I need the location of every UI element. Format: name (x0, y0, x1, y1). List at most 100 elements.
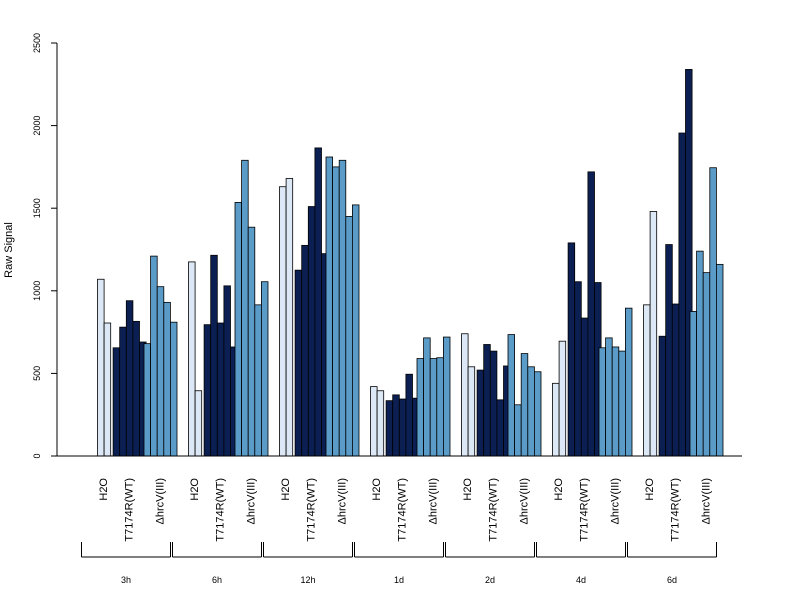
time-label: 12h (300, 575, 315, 585)
bar (254, 304, 262, 457)
bar (132, 320, 140, 457)
bar (385, 400, 394, 457)
bar (392, 394, 400, 457)
bar (416, 358, 424, 457)
bar (398, 398, 407, 457)
bar (423, 337, 431, 457)
bar (325, 156, 333, 457)
bar (442, 336, 451, 457)
bar (97, 278, 105, 457)
bar (689, 311, 697, 457)
bar (611, 346, 620, 457)
bar (649, 211, 658, 457)
time-label: 6d (667, 575, 677, 585)
bar (574, 281, 582, 457)
bar (489, 350, 498, 457)
bar (580, 317, 589, 457)
y-tick-label: 2000 (32, 116, 42, 136)
y-tick-label: 2500 (32, 33, 42, 53)
bar (376, 390, 385, 457)
bar (625, 307, 633, 457)
treatment-label: H2O (280, 478, 292, 501)
bar (285, 178, 294, 457)
bar (507, 334, 515, 457)
treatment-label: ΔhrcV(III) (427, 478, 439, 524)
treatment-label: T7174R(WT) (306, 478, 318, 542)
bar (496, 399, 504, 457)
bar (338, 159, 347, 457)
bar (552, 382, 560, 457)
bar (598, 347, 606, 457)
time-label: 2d (485, 575, 495, 585)
treatment-label: ΔhrcV(III) (609, 478, 621, 524)
bar (514, 404, 522, 457)
bar (203, 324, 212, 457)
bar (534, 371, 542, 457)
treatment-label: ΔhrcV(III) (245, 478, 257, 524)
bar (241, 159, 249, 457)
time-brackets: 3h 6h 12h 1d 2d 4d 6d (81, 542, 717, 585)
bar (643, 304, 651, 457)
treatment-label: H2O (462, 478, 474, 501)
bar (527, 366, 535, 457)
bar (314, 147, 322, 457)
treatment-label: H2O (553, 478, 565, 501)
bar (587, 171, 595, 457)
bar (716, 263, 724, 457)
bar (169, 321, 178, 457)
time-label: 1d (394, 575, 404, 585)
bar (405, 373, 413, 457)
treatment-label: T7174R(WT) (579, 478, 591, 542)
treatment-label: ΔhrcV(III) (154, 478, 166, 524)
bar (467, 366, 476, 457)
y-axis: 0 500 1000 1500 2000 2500 (32, 33, 58, 459)
bar (436, 357, 444, 457)
bar (103, 322, 112, 457)
bar (163, 301, 171, 457)
treatment-label: ΔhrcV(III) (336, 478, 348, 524)
bar (150, 255, 158, 457)
bar (351, 204, 360, 457)
y-tick-label: 500 (32, 366, 42, 381)
bar (558, 340, 567, 457)
y-axis-label: Raw Signal (3, 222, 15, 278)
bar (605, 337, 613, 457)
treatment-label: H2O (371, 478, 383, 501)
treatment-label: H2O (189, 478, 201, 501)
bar (332, 166, 340, 457)
treatment-label: T7174R(WT) (124, 478, 136, 542)
bar (696, 250, 704, 457)
bar (112, 347, 121, 457)
bar (370, 386, 378, 457)
bar (709, 167, 717, 457)
treatment-label: T7174R(WT) (488, 478, 500, 542)
bar (223, 285, 231, 457)
bar (671, 303, 680, 457)
bar (260, 281, 269, 457)
treatment-label: T7174R(WT) (670, 478, 682, 542)
time-label: 6h (212, 575, 222, 585)
bar (188, 261, 196, 457)
treatment-label: T7174R(WT) (215, 478, 227, 542)
bar (429, 358, 438, 457)
bar (567, 242, 576, 457)
treatment-label: H2O (98, 478, 110, 501)
bar (156, 286, 165, 457)
bar (345, 216, 353, 457)
bar (194, 390, 203, 457)
bar (301, 244, 309, 457)
time-label: 3h (121, 575, 131, 585)
bar (461, 333, 469, 457)
bar (618, 350, 626, 457)
treatment-label: H2O (644, 478, 656, 501)
bar (119, 326, 127, 457)
bar (143, 343, 151, 457)
bar (678, 132, 686, 457)
bar (702, 272, 711, 457)
treatment-labels: H2O T7174R(WT) ΔhrcV(III) H2O T7174R(WT) Δhrc… (98, 478, 712, 542)
bar (294, 269, 303, 457)
bar (279, 186, 287, 457)
treatment-label: ΔhrcV(III) (700, 478, 712, 524)
bar (658, 335, 667, 457)
